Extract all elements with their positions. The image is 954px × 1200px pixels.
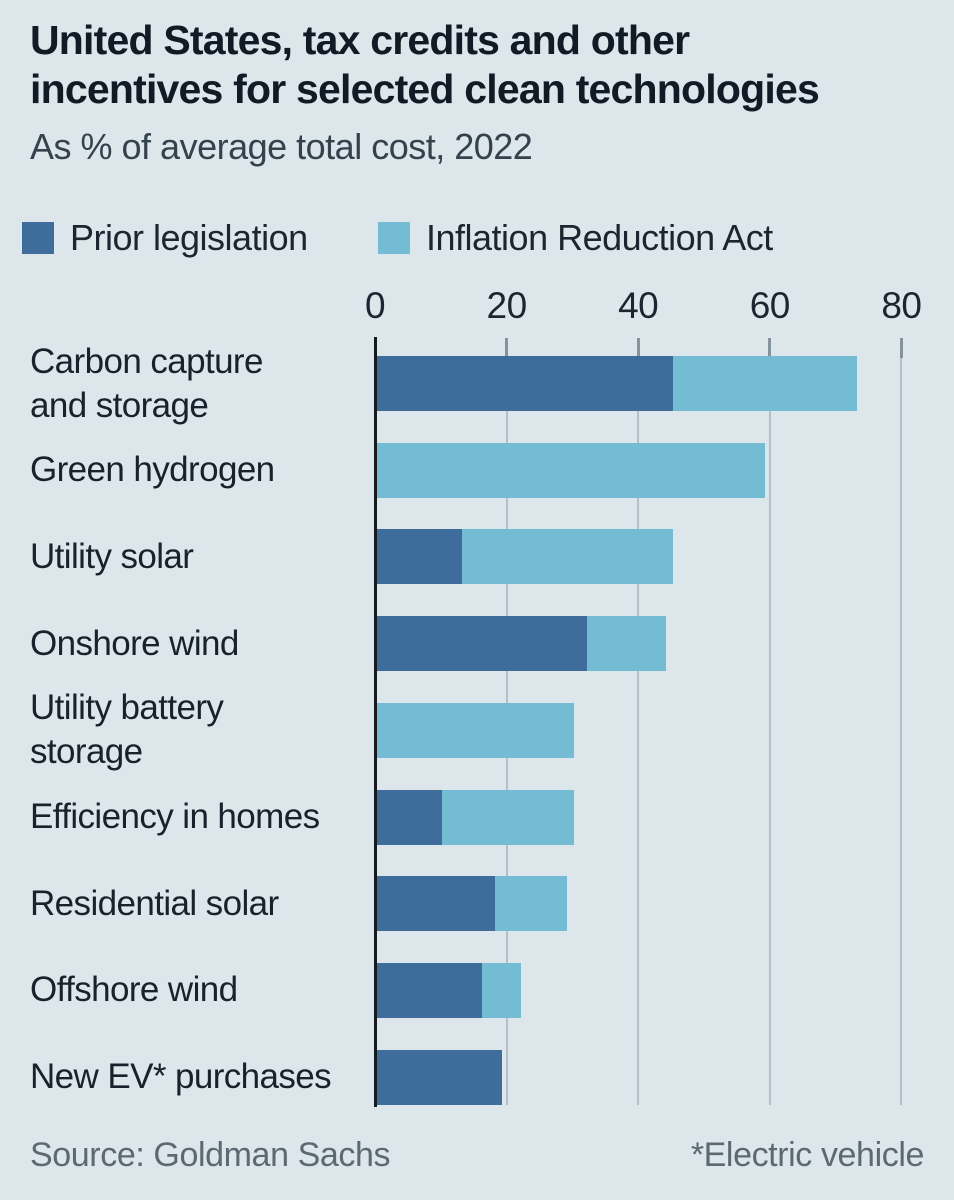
gridline-80 [900, 338, 903, 1105]
bar-segment-efficiency-in-homes-inflation-reduction-act [442, 789, 574, 845]
bar-segment-offshore-wind-inflation-reduction-act [481, 962, 522, 1018]
tick-mark-80 [899, 338, 903, 358]
legend-item-prior-legislation: Prior legislation [22, 217, 308, 258]
bar-offshore-wind [376, 962, 522, 1018]
legend-item-inflation-reduction-act: Inflation Reduction Act [378, 217, 773, 258]
bar-carbon-capture-and-storage [376, 356, 857, 411]
bar-segment-onshore-wind-inflation-reduction-act [587, 616, 666, 672]
chart-title-line1: United States, tax credits and other [30, 17, 690, 63]
chart-title: United States, tax credits and other inc… [30, 16, 820, 114]
legend-label-prior: Prior legislation [70, 217, 308, 258]
category-label-new-ev-purchases: New EV* purchases [30, 1057, 332, 1097]
chart-title-line2: incentives for selected clean technologi… [30, 66, 820, 112]
bar-segment-utility-battery-storage-inflation-reduction-act [376, 702, 574, 758]
chart-subtitle: As % of average total cost, 2022 [30, 126, 533, 167]
source-note: Source: Goldman Sachs [30, 1136, 391, 1174]
category-label-carbon-capture-and-storage: Carbon capture and storage [30, 341, 263, 425]
footnote-electric-vehicle: *Electric vehicle [690, 1136, 925, 1174]
x-axis-tick-label-0: 0 [364, 285, 386, 326]
bar-utility-solar [376, 529, 673, 585]
bar-segment-efficiency-in-homes-prior-legislation [376, 789, 443, 845]
bar-segment-utility-solar-prior-legislation [376, 529, 463, 585]
category-label-residential-solar: Residential solar [30, 883, 279, 923]
bar-segment-utility-solar-inflation-reduction-act [462, 529, 673, 585]
bar-segment-carbon-capture-and-storage-prior-legislation [376, 356, 673, 411]
category-label-onshore-wind: Onshore wind [30, 623, 239, 663]
bar-utility-battery-storage [376, 702, 574, 758]
tick-mark-20 [505, 338, 509, 358]
gridline-60 [768, 338, 771, 1105]
bar-segment-residential-solar-inflation-reduction-act [494, 876, 568, 932]
legend-swatch-ira-icon [378, 222, 410, 254]
x-axis-zero-line [373, 337, 377, 1107]
x-axis-tick-label-60: 60 [749, 285, 791, 326]
x-axis-tick-label-80: 80 [881, 285, 922, 326]
x-axis-tick-label-40: 40 [618, 285, 659, 326]
bar-segment-offshore-wind-prior-legislation [376, 962, 482, 1018]
tick-mark-40 [636, 338, 640, 358]
x-axis-tick-label-20: 20 [486, 285, 528, 326]
bar-segment-onshore-wind-prior-legislation [376, 616, 588, 672]
category-label-green-hydrogen: Green hydrogen [30, 450, 275, 490]
bar-segment-green-hydrogen-inflation-reduction-act [376, 442, 765, 498]
bar-green-hydrogen [376, 442, 765, 498]
bar-segment-new-ev-purchases-prior-legislation [376, 1049, 502, 1105]
category-label-offshore-wind: Offshore wind [30, 970, 238, 1010]
tick-mark-60 [768, 338, 772, 358]
category-label-efficiency-in-homes: Efficiency in homes [30, 797, 320, 836]
gridline-40 [637, 338, 640, 1105]
bar-segment-residential-solar-prior-legislation [376, 876, 495, 932]
bar-onshore-wind [376, 616, 666, 672]
category-label-utility-battery-storage: Utility battery storage [30, 688, 224, 772]
bar-residential-solar [376, 876, 568, 932]
category-label-utility-solar: Utility solar [30, 536, 194, 576]
legend-swatch-prior-icon [22, 222, 54, 254]
legend-label-ira: Inflation Reduction Act [426, 217, 773, 258]
bar-segment-carbon-capture-and-storage-inflation-reduction-act [672, 356, 857, 411]
bar-new-ev-purchases [376, 1049, 502, 1105]
bar-efficiency-in-homes [376, 789, 574, 845]
